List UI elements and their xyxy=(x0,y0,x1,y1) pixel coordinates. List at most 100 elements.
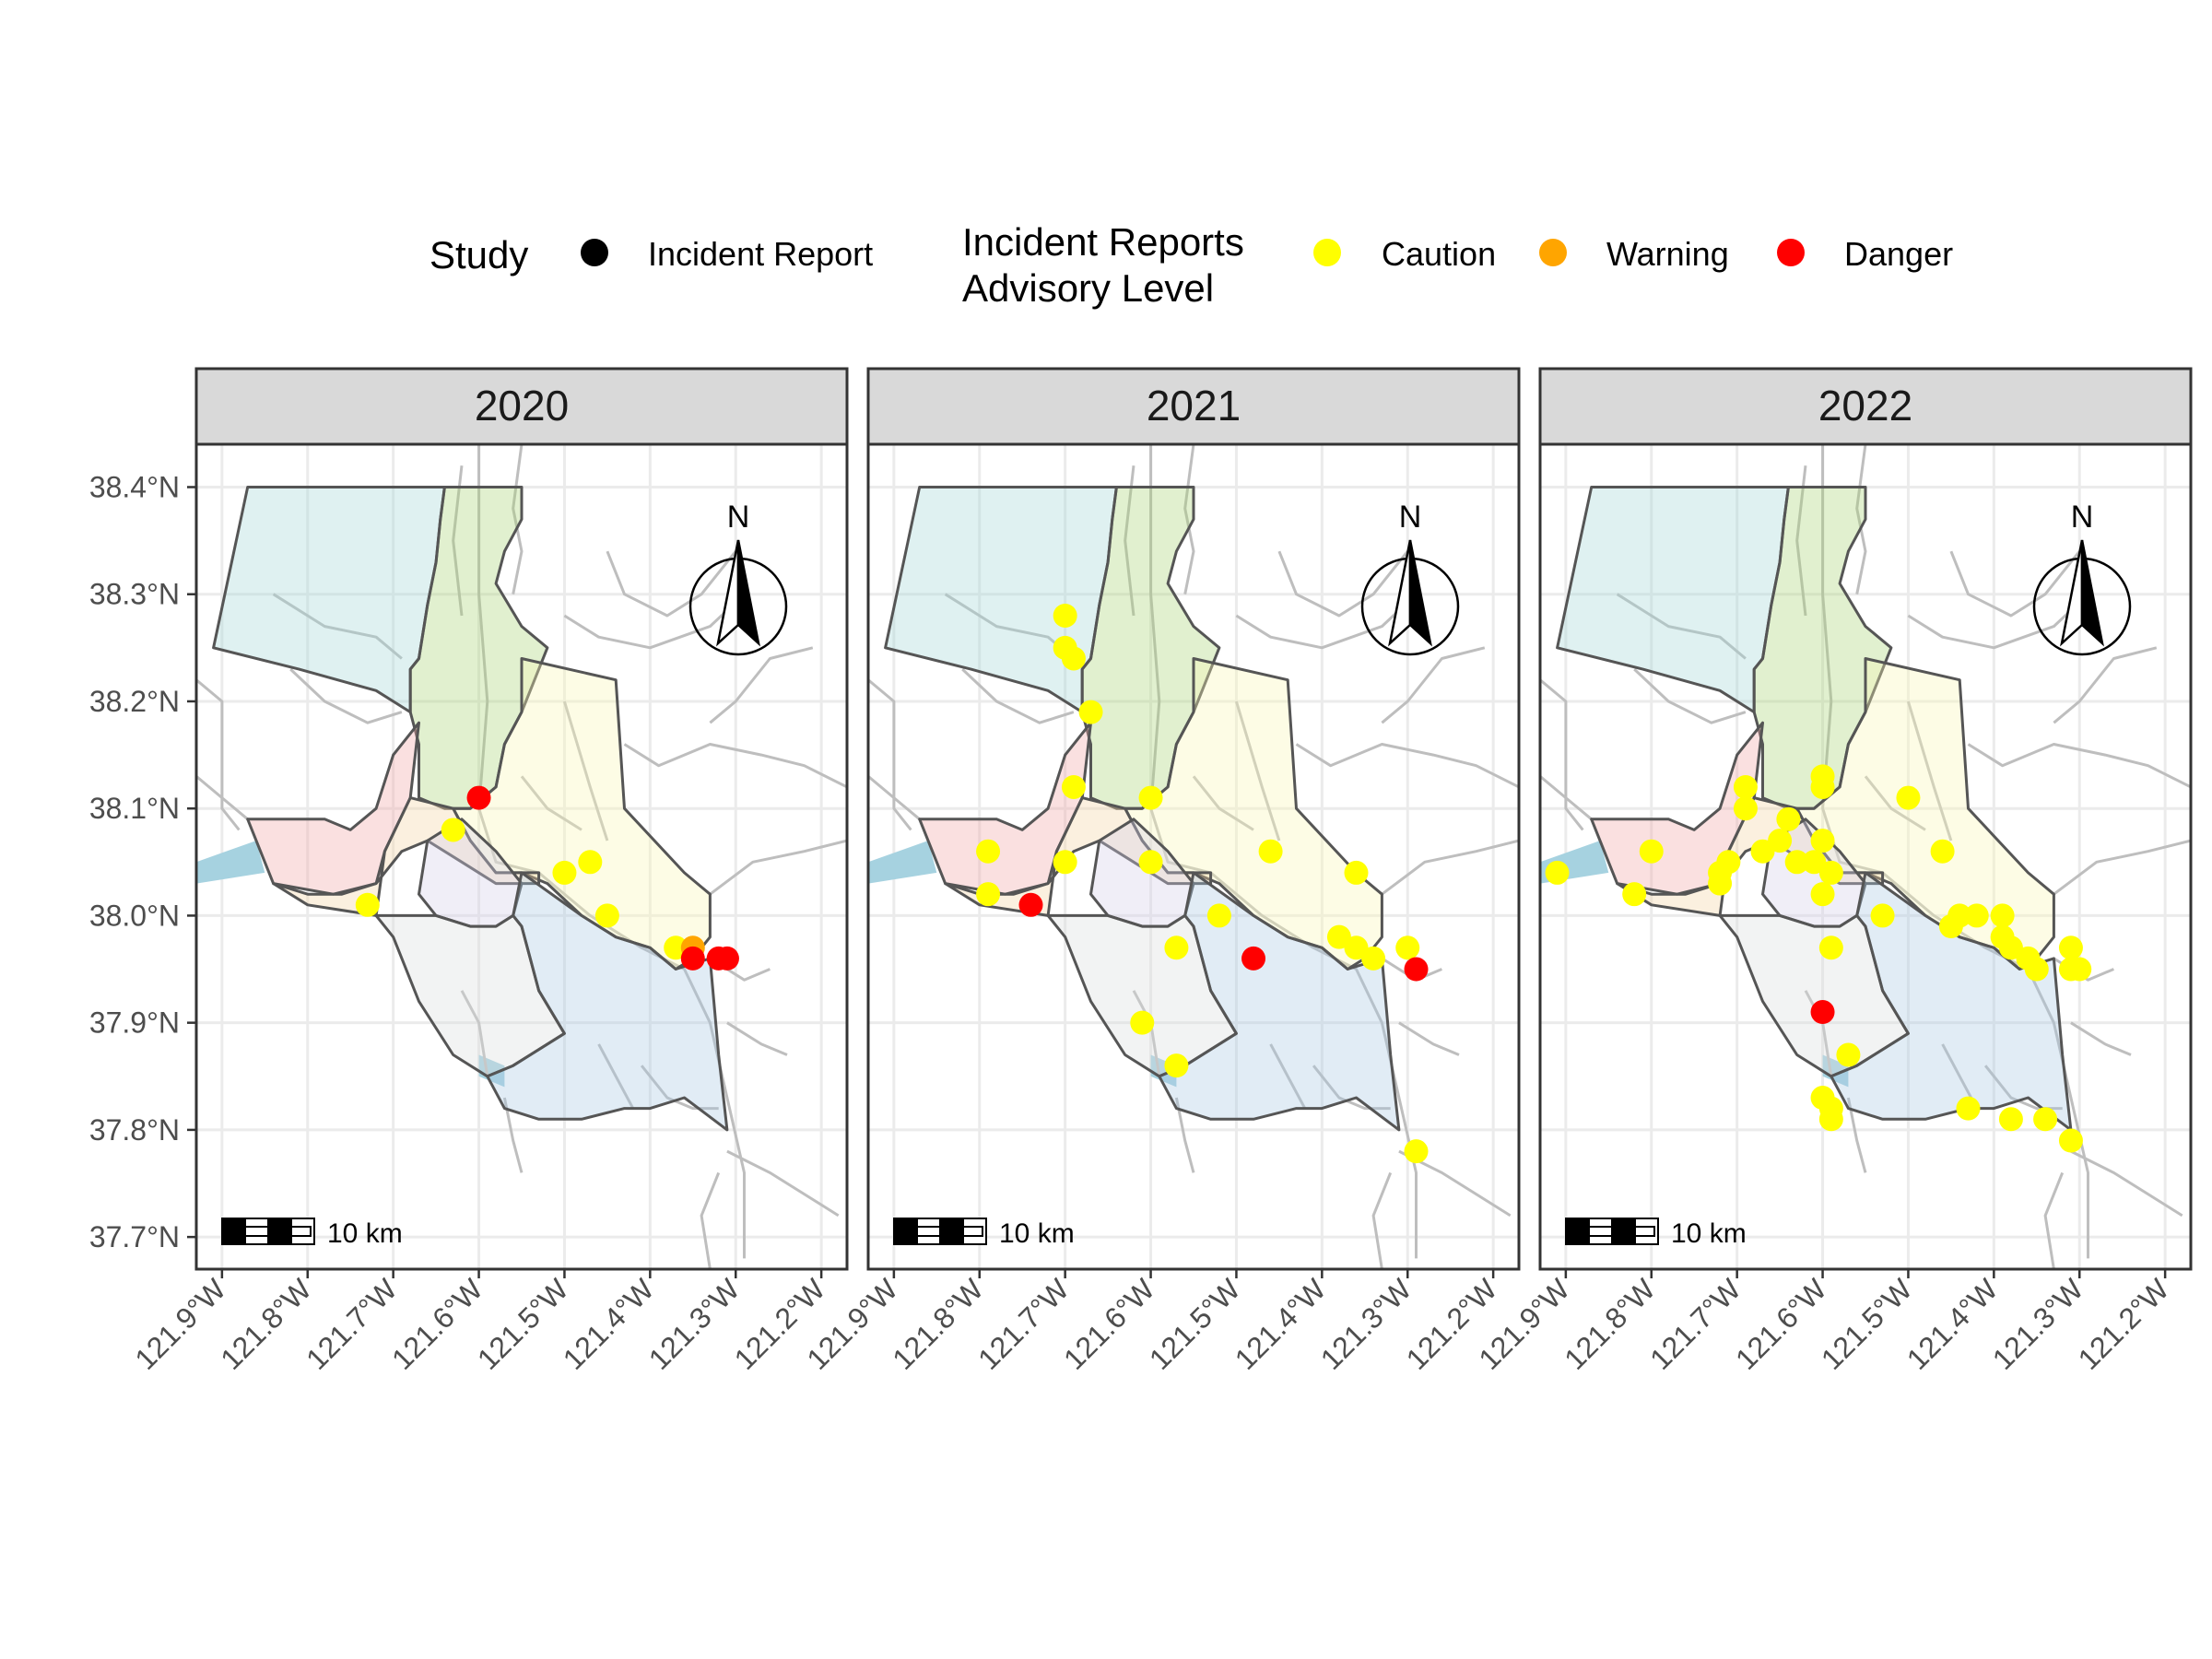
scale-bar-segment xyxy=(916,1218,941,1245)
x-tick-label: 121.5°W xyxy=(1143,1272,1247,1376)
river-line xyxy=(1295,743,1519,789)
river-line xyxy=(1381,839,1519,896)
river-line xyxy=(597,1043,635,1110)
incident-point-caution xyxy=(1930,839,1955,864)
incident-point-caution xyxy=(1964,903,1989,928)
incident-point-caution xyxy=(1990,903,2015,928)
incident-point-caution xyxy=(1896,785,1921,810)
river-line xyxy=(1846,1097,1867,1173)
river-line xyxy=(452,465,464,617)
scale-bar-segment xyxy=(267,1218,292,1245)
river-line xyxy=(623,743,847,789)
river-line xyxy=(1907,593,2089,650)
river-line xyxy=(1864,775,1926,831)
river-line xyxy=(1124,465,1135,617)
panel-2020: N10 km2020121.9°W121.8°W121.7°W121.6°W12… xyxy=(89,367,849,1376)
incident-point-danger xyxy=(1404,957,1429,982)
river-line xyxy=(502,1097,524,1173)
incident-point-danger xyxy=(1810,1000,1835,1025)
scale-bar-label: 10 km xyxy=(1671,1218,1747,1249)
river-line xyxy=(1234,700,1281,841)
panel-2021: N10 km2021121.9°W121.8°W121.7°W121.6°W12… xyxy=(800,367,1521,1376)
incident-point-caution xyxy=(1622,882,1647,907)
facet-strip xyxy=(1538,367,2193,446)
incident-point-caution xyxy=(1818,935,1843,960)
y-tick-label: 38.0°N xyxy=(89,899,180,932)
river-line xyxy=(563,593,746,650)
incident-point-caution xyxy=(1344,935,1369,960)
legend-warning-label: Warning xyxy=(1606,235,1729,273)
facet-strip-label: 2020 xyxy=(475,382,569,429)
y-tick-label: 37.9°N xyxy=(89,1006,180,1040)
incident-point-caution xyxy=(2033,1107,2058,1132)
incident-point-caution xyxy=(976,839,1001,864)
river-line xyxy=(2070,1021,2132,1056)
river-line xyxy=(1277,550,1409,618)
incident-point-caution xyxy=(1061,646,1086,671)
incident-point-caution xyxy=(1956,1096,1981,1121)
incident-point-caution xyxy=(1733,796,1758,821)
incident-point-caution xyxy=(1768,829,1793,853)
incident-point-caution xyxy=(1404,1139,1429,1164)
x-tick-label: 121.5°W xyxy=(471,1272,575,1376)
advisory-zone xyxy=(486,871,729,1132)
incident-point-caution xyxy=(1870,903,1895,928)
scale-bar-label: 10 km xyxy=(999,1218,1075,1249)
incident-point-caution xyxy=(441,818,465,842)
river-line xyxy=(562,700,609,841)
scale-bar-inner xyxy=(1569,1226,1655,1237)
x-tick-label: 121.7°W xyxy=(971,1272,1076,1376)
river-line xyxy=(2043,1171,2065,1269)
legend-warning-dot xyxy=(1539,239,1567,266)
x-tick-label: 121.6°W xyxy=(1729,1272,1833,1376)
incident-point-caution xyxy=(2024,957,2049,982)
river-line xyxy=(1540,775,1593,820)
incident-point-caution xyxy=(355,892,380,917)
facet-strip xyxy=(866,367,1521,446)
facet-strip-label: 2022 xyxy=(1818,382,1912,429)
x-tick-label: 121.3°W xyxy=(1314,1272,1418,1376)
legend-danger-label: Danger xyxy=(1844,235,1954,273)
incident-point-caution xyxy=(1776,806,1801,831)
north-arrow-right xyxy=(736,539,760,647)
incident-point-caution xyxy=(1810,774,1835,799)
incident-point-caution xyxy=(1998,935,2023,960)
panel-2022: N10 km2022121.9°W121.8°W121.7°W121.6°W12… xyxy=(1472,367,2193,1376)
river-line xyxy=(1949,550,2081,618)
river-line xyxy=(272,593,403,660)
incident-point-danger xyxy=(714,946,739,971)
x-tick-label: 121.8°W xyxy=(214,1272,318,1376)
incident-point-caution xyxy=(1545,860,1570,885)
north-arrow-label: N xyxy=(2071,500,2094,535)
incident-point-caution xyxy=(1639,839,1664,864)
scale-bar-segment xyxy=(939,1218,964,1245)
river-line xyxy=(1149,444,1418,1259)
incident-point-caution xyxy=(1810,882,1835,907)
scale-bar-inner xyxy=(897,1226,983,1237)
facet-strip xyxy=(194,367,849,446)
scale-bar-segment xyxy=(1611,1218,1636,1245)
water-body xyxy=(196,841,265,884)
legend-advisory-title-line1: Incident Reports xyxy=(962,220,1244,264)
river-line xyxy=(961,668,1075,724)
river-line xyxy=(868,678,912,831)
incident-point-caution xyxy=(1138,785,1163,810)
river-line xyxy=(868,775,921,820)
x-tick-label: 121.3°W xyxy=(642,1272,747,1376)
x-tick-label: 121.7°W xyxy=(1643,1272,1747,1376)
incident-point-danger xyxy=(1018,892,1043,917)
incident-point-caution xyxy=(594,903,619,928)
x-tick-label: 121.2°W xyxy=(2072,1272,2176,1376)
water-body xyxy=(868,841,937,884)
river-line xyxy=(196,775,249,820)
incident-point-caution xyxy=(664,935,688,960)
facet-strip-label: 2021 xyxy=(1147,382,1241,429)
y-tick-label: 38.4°N xyxy=(89,470,180,503)
river-line xyxy=(1192,775,1254,831)
river-line xyxy=(726,1021,788,1056)
incident-point-caution xyxy=(1053,850,1077,875)
incident-point-caution xyxy=(1395,935,1420,960)
scale-bar-segment xyxy=(1588,1218,1613,1245)
river-line xyxy=(726,1149,840,1218)
